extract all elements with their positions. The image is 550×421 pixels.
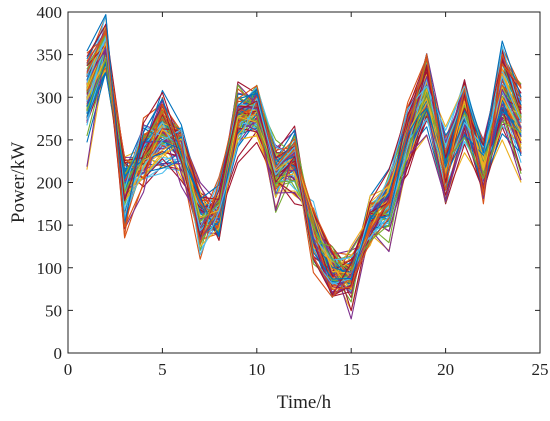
y-tick-label: 350 [37, 46, 63, 65]
y-tick-label: 400 [37, 3, 63, 22]
y-tick-label: 200 [37, 174, 63, 193]
series-line [86, 32, 522, 298]
series-layer [86, 14, 522, 320]
y-tick-label: 100 [37, 259, 63, 278]
series-line [86, 37, 522, 285]
x-axis-label: Time/h [277, 392, 332, 413]
series-line [86, 71, 522, 279]
series-line [86, 57, 522, 278]
y-tick-label: 250 [37, 131, 63, 150]
x-tick-label: 10 [248, 360, 265, 379]
x-tick-label: 0 [64, 360, 73, 379]
x-tick-label: 15 [343, 360, 360, 379]
series-line [86, 29, 522, 291]
series-line [86, 67, 522, 284]
y-tick-label: 300 [37, 88, 63, 107]
y-axis-label: Power/kW [8, 142, 29, 223]
y-tick-label: 150 [37, 216, 63, 235]
y-tick-label: 0 [54, 344, 63, 363]
x-tick-label: 5 [158, 360, 167, 379]
x-tick-label: 25 [532, 360, 549, 379]
y-tick-label: 50 [45, 301, 62, 320]
x-tick-label: 20 [437, 360, 454, 379]
series-line [86, 23, 522, 296]
